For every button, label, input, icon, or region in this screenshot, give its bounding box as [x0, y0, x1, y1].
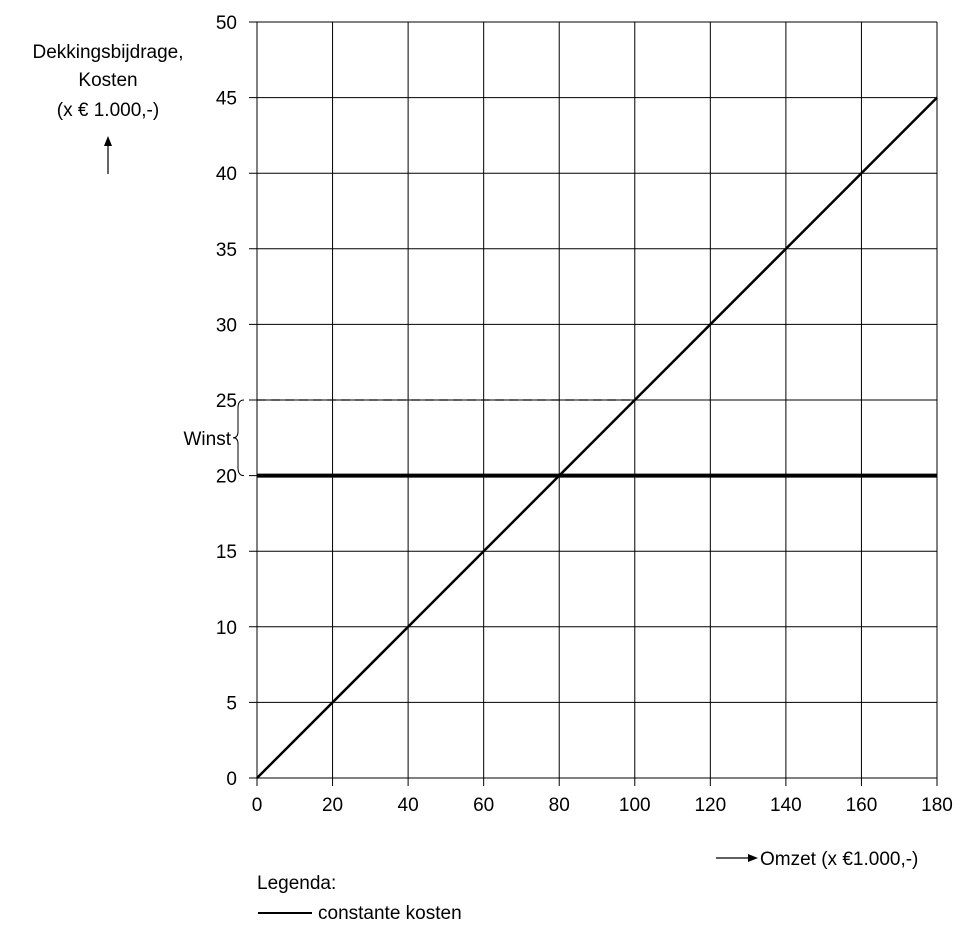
x-tick-label: 180 — [921, 795, 953, 816]
y-axis-label-line-2: Kosten — [78, 70, 137, 91]
x-axis-label: Omzet (x €1.000,-) — [760, 849, 918, 870]
x-tick-label: 80 — [549, 795, 570, 816]
y-tick-label: 25 — [216, 391, 237, 412]
legend-label-constante-kosten: constante kosten — [318, 903, 462, 924]
x-tick-label: 120 — [694, 795, 726, 816]
y-tick-label: 40 — [216, 164, 237, 185]
winst-label: Winst — [184, 429, 232, 450]
y-tick-label: 0 — [226, 769, 237, 790]
series-layer — [256, 96, 938, 779]
y-axis-label-line-1: Dekkingsbijdrage, — [32, 42, 183, 63]
legend-title: Legenda: — [257, 873, 336, 894]
x-tick-label: 60 — [473, 795, 494, 816]
y-tick-label: 35 — [216, 240, 237, 261]
y-tick-label: 15 — [216, 542, 237, 563]
tick-labels: 0 20 40 60 80 100 120 140 160 180 0 5 10 15 20 25 30 35 40… — [216, 13, 953, 816]
y-tick-label: 20 — [216, 467, 237, 488]
x-tick-label: 140 — [770, 795, 802, 816]
winst-brace-icon — [232, 399, 245, 477]
x-tick-label: 20 — [322, 795, 343, 816]
y-tick-label: 30 — [216, 315, 237, 336]
y-tick-label: 50 — [216, 13, 237, 34]
y-tick-label: 5 — [226, 693, 237, 714]
x-tick-label: 0 — [252, 795, 263, 816]
y-axis-arrow-icon — [104, 136, 112, 174]
grid — [249, 21, 938, 786]
x-tick-label: 100 — [619, 795, 651, 816]
x-tick-label: 40 — [398, 795, 419, 816]
x-axis-arrow-icon — [716, 854, 758, 862]
x-tick-label: 160 — [846, 795, 878, 816]
contribution-margin-line — [256, 96, 938, 779]
y-axis-label-line-3: (x € 1.000,-) — [57, 100, 159, 121]
y-tick-label: 10 — [216, 618, 237, 639]
y-tick-label: 45 — [216, 89, 237, 110]
